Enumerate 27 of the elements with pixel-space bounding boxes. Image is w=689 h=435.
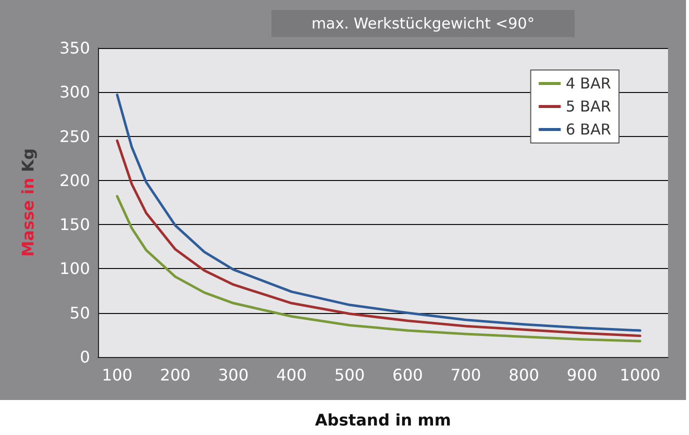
legend-label: 5 BAR: [566, 98, 612, 116]
x-tick-label: 900: [566, 366, 598, 384]
x-tick-label: 100: [102, 366, 132, 384]
x-tick-label: 700: [450, 366, 482, 384]
chart-title: max. Werkstückgewicht <90°: [311, 14, 535, 32]
y-tick-label: 250: [59, 126, 90, 146]
legend-label: 6 BAR: [566, 120, 612, 138]
line-series: [116, 139, 642, 338]
y-tick-label: 200: [59, 170, 90, 190]
y-tick-label: 300: [59, 82, 90, 102]
x-tick-label: 600: [392, 366, 423, 384]
x-axis-title: Abstand in mm: [314, 410, 452, 430]
legend-label: 4 BAR: [566, 74, 612, 92]
x-tick-label: 200: [160, 366, 191, 384]
y-axis-title: Masse in Kg: [18, 148, 38, 257]
y-tick-label: 350: [59, 38, 90, 58]
x-tick-label: 500: [334, 366, 365, 384]
y-tick-label: 150: [59, 215, 90, 234]
x-tick-label: 300: [218, 366, 249, 384]
y-tick-label: 50: [70, 303, 90, 322]
line-series: [116, 94, 642, 332]
line-series: [116, 195, 642, 342]
y-tick-label: 0: [80, 348, 90, 366]
y-tick-label: 100: [59, 259, 90, 278]
x-tick-label: 400: [276, 366, 307, 384]
x-tick-label: 1000: [620, 366, 660, 384]
x-tick-label: 800: [508, 366, 540, 384]
